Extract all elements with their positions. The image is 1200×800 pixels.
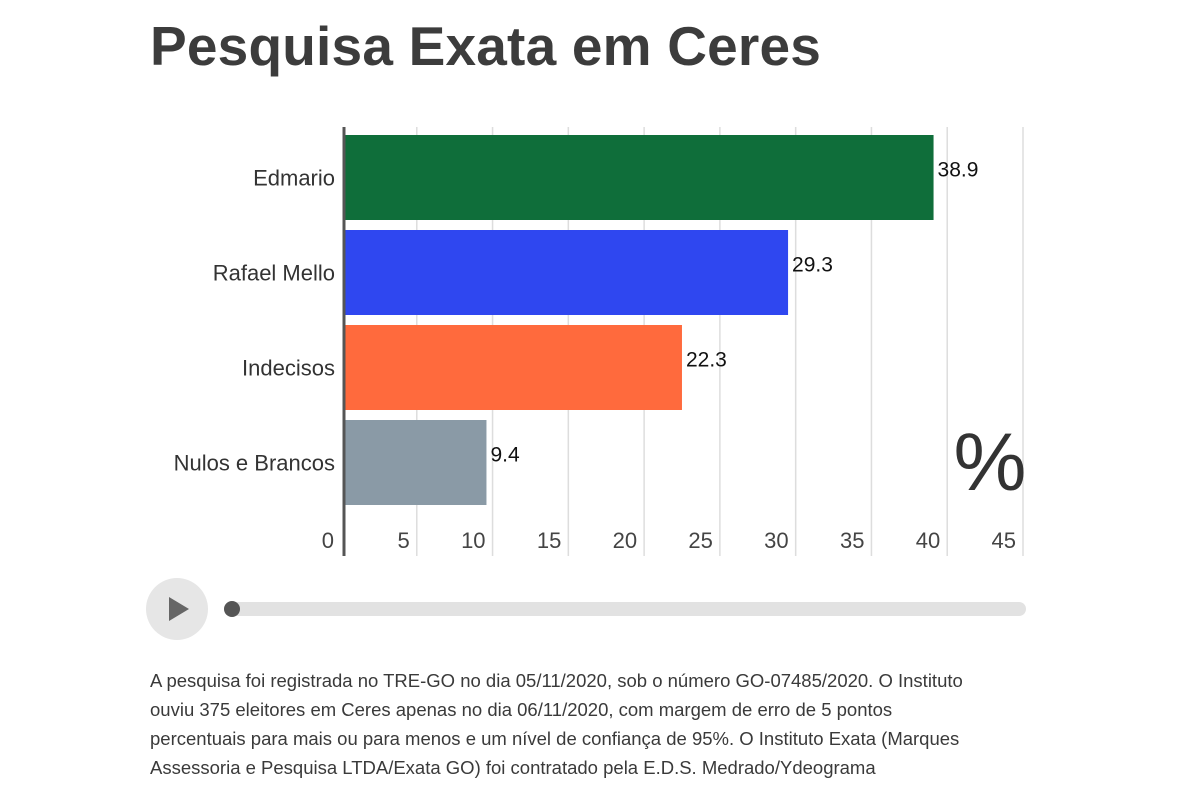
scrub-handle[interactable] [224,601,240,617]
x-tick-label: 0 [322,528,334,553]
x-tick-label: 15 [537,528,561,553]
bars [345,135,934,505]
category-label: Rafael Mello [213,261,335,286]
x-tick-label: 30 [764,528,788,553]
unit-label: % [954,417,1027,508]
category-label: Nulos e Brancos [174,451,335,476]
footnote-line: ouviu 375 eleitores em Ceres apenas no d… [150,699,893,720]
bar [345,325,682,410]
category-label: Indecisos [242,356,335,381]
data-label: 22.3 [686,349,727,372]
audio-player [146,578,1026,640]
chart-title: Pesquisa Exata em Ceres [150,15,822,77]
x-tick-label: 40 [916,528,940,553]
footnote-line: percentuais para mais ou para menos e um… [150,728,960,749]
x-tick-label: 45 [992,528,1016,553]
category-label: Edmario [253,166,335,191]
x-tick-label: 25 [688,528,712,553]
x-tick-label: 20 [613,528,637,553]
footnote: A pesquisa foi registrada no TRE-GO no d… [150,666,1070,782]
footnote-line: A pesquisa foi registrada no TRE-GO no d… [150,670,963,691]
footnote-line: Assessoria e Pesquisa LTDA/Exata GO) foi… [150,757,876,778]
data-label: 38.9 [938,159,979,182]
bar [345,135,934,220]
progress-track[interactable] [224,601,1026,617]
play-button[interactable] [146,578,208,640]
x-tick-label: 10 [461,528,485,553]
bar-chart: 0 5 10 15 20 25 30 35 40 45 Edmario 38.9 Rafael Mell… [174,127,1027,556]
bar [345,230,789,315]
labels: 0 5 10 15 20 25 30 35 40 45 Edmario 38.9 Rafael Mell… [174,159,1016,554]
bar [345,420,487,505]
data-label: 29.3 [792,254,833,277]
data-label: 9.4 [490,444,520,467]
x-tick-label: 35 [840,528,864,553]
x-tick-label: 5 [398,528,410,553]
play-icon [169,597,189,621]
